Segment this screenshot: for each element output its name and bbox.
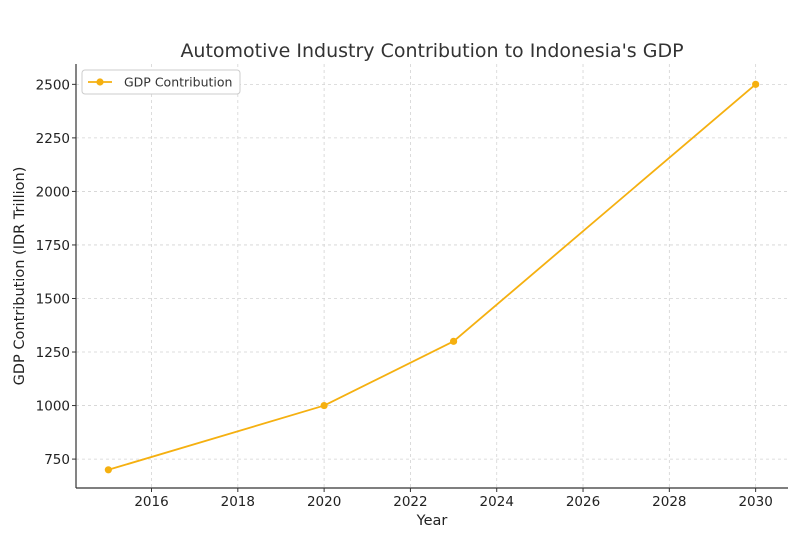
x-tick-label: 2016 <box>134 494 168 510</box>
legend-box <box>81 69 241 95</box>
series-line <box>108 83 757 471</box>
y-tick-label: 1000 <box>36 399 70 415</box>
y-tick-label: 2500 <box>36 77 70 93</box>
legend-label: GDP Contribution <box>124 75 232 90</box>
x-axis-ticks: 2016 2018 2020 2022 2024 2026 2028 2030 <box>134 488 773 510</box>
data-point <box>104 466 112 474</box>
x-tick-label: 2020 <box>307 494 341 510</box>
x-tick-label: 2024 <box>480 494 514 510</box>
x-axis-label: Year <box>416 513 448 529</box>
legend: GDP Contribution <box>81 69 241 95</box>
data-point <box>320 401 328 410</box>
chart-title: Automotive Industry Contribution to Indo… <box>180 40 683 62</box>
x-tick-label: 2018 <box>221 494 255 510</box>
y-tick-label: 2000 <box>36 184 70 200</box>
series-layer <box>104 80 760 474</box>
x-tick-label: 2028 <box>652 494 686 510</box>
y-tick-label: 1750 <box>36 238 70 254</box>
data-point <box>752 80 760 88</box>
x-tick-label: 2022 <box>393 494 427 510</box>
y-tick-label: 750 <box>44 452 70 468</box>
y-tick-label: 1500 <box>36 291 70 307</box>
legend-marker-swatch <box>96 78 104 86</box>
x-tick-label: 2030 <box>738 494 772 510</box>
data-point <box>449 337 458 345</box>
y-axis-label: GDP Contribution (IDR Trillion) <box>12 167 28 386</box>
y-tick-label: 1250 <box>36 345 70 361</box>
y-tick-label: 2250 <box>36 131 70 147</box>
x-tick-label: 2026 <box>566 494 600 510</box>
y-axis-ticks: 750 1000 1250 1500 1750 2000 2250 2500 <box>36 77 76 468</box>
